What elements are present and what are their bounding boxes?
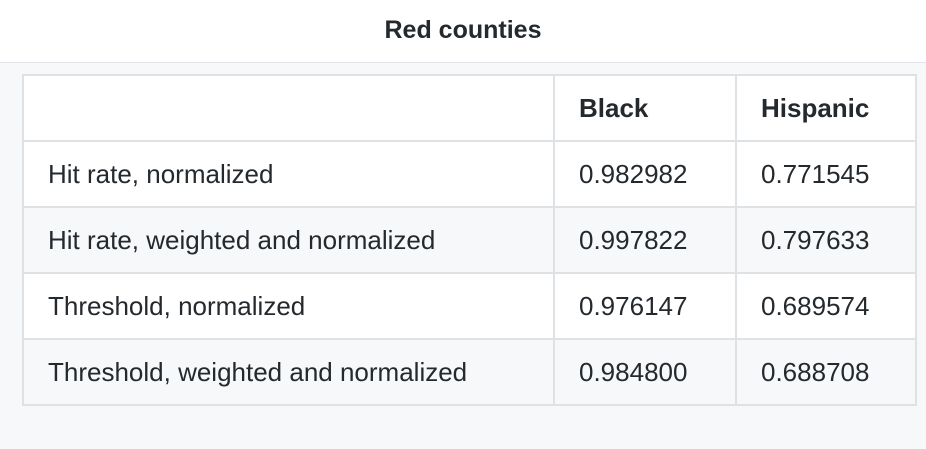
cell-hispanic: 0.689574: [735, 272, 917, 340]
cell-hispanic: 0.771545: [735, 140, 917, 208]
table-row: Hit rate, weighted and normalized 0.9978…: [22, 206, 917, 274]
table-row: Threshold, weighted and normalized 0.984…: [22, 338, 917, 406]
row-label: Threshold, normalized: [22, 272, 555, 340]
header-cell-hispanic: Hispanic: [735, 74, 917, 142]
row-label: Threshold, weighted and normalized: [22, 338, 555, 406]
cell-black: 0.984800: [553, 338, 737, 406]
cell-black: 0.997822: [553, 206, 737, 274]
title-bar: Red counties: [0, 0, 926, 63]
row-label: Hit rate, weighted and normalized: [22, 206, 555, 274]
page-title: Red counties: [384, 15, 542, 44]
table-row: Threshold, normalized 0.976147 0.689574: [22, 272, 917, 340]
cell-hispanic: 0.688708: [735, 338, 917, 406]
header-cell-label: [22, 74, 555, 142]
table-row: Hit rate, normalized 0.982982 0.771545: [22, 140, 917, 208]
header-cell-black: Black: [553, 74, 737, 142]
row-label: Hit rate, normalized: [22, 140, 555, 208]
cell-hispanic: 0.797633: [735, 206, 917, 274]
table-header-row: Black Hispanic: [22, 74, 917, 142]
cell-black: 0.982982: [553, 140, 737, 208]
results-table: Black Hispanic Hit rate, normalized 0.98…: [22, 74, 917, 406]
table-panel: Black Hispanic Hit rate, normalized 0.98…: [0, 63, 926, 449]
cell-black: 0.976147: [553, 272, 737, 340]
